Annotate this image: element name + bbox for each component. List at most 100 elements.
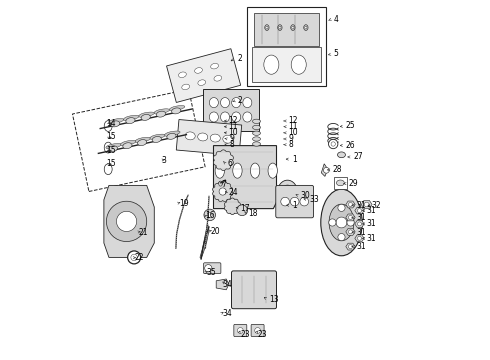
Circle shape bbox=[204, 209, 216, 221]
Circle shape bbox=[281, 197, 290, 206]
Ellipse shape bbox=[232, 98, 241, 108]
Polygon shape bbox=[123, 115, 139, 121]
Text: 34: 34 bbox=[222, 309, 232, 318]
Text: 31: 31 bbox=[367, 219, 376, 228]
Ellipse shape bbox=[264, 55, 279, 74]
Ellipse shape bbox=[329, 204, 354, 241]
Circle shape bbox=[358, 236, 362, 240]
Text: 22: 22 bbox=[134, 253, 144, 262]
Text: 11: 11 bbox=[228, 122, 238, 131]
Ellipse shape bbox=[278, 25, 282, 31]
Circle shape bbox=[205, 265, 212, 272]
Circle shape bbox=[219, 188, 226, 195]
Ellipse shape bbox=[252, 131, 261, 135]
Polygon shape bbox=[321, 164, 328, 176]
Text: 31: 31 bbox=[357, 201, 366, 210]
Polygon shape bbox=[73, 89, 205, 192]
Text: 31: 31 bbox=[357, 242, 366, 251]
Circle shape bbox=[255, 328, 261, 333]
Text: 33: 33 bbox=[310, 195, 319, 204]
Text: 9: 9 bbox=[229, 134, 234, 143]
Text: 19: 19 bbox=[179, 199, 188, 208]
Polygon shape bbox=[203, 89, 259, 131]
Ellipse shape bbox=[291, 25, 295, 31]
Circle shape bbox=[323, 167, 329, 173]
Text: 28: 28 bbox=[332, 165, 342, 174]
Polygon shape bbox=[165, 131, 180, 136]
Text: 23: 23 bbox=[240, 330, 250, 338]
Text: 2: 2 bbox=[237, 96, 242, 105]
FancyBboxPatch shape bbox=[276, 185, 314, 218]
Text: 17: 17 bbox=[241, 204, 250, 212]
Ellipse shape bbox=[265, 25, 269, 31]
Ellipse shape bbox=[321, 189, 362, 256]
Circle shape bbox=[207, 212, 212, 217]
Ellipse shape bbox=[305, 26, 307, 29]
Ellipse shape bbox=[104, 121, 112, 131]
Circle shape bbox=[328, 139, 338, 149]
Text: 15: 15 bbox=[106, 159, 116, 168]
Ellipse shape bbox=[232, 112, 241, 122]
Ellipse shape bbox=[214, 76, 221, 81]
Polygon shape bbox=[355, 207, 364, 214]
Text: 27: 27 bbox=[353, 153, 363, 161]
Polygon shape bbox=[111, 121, 120, 127]
Polygon shape bbox=[150, 134, 166, 140]
Text: 11: 11 bbox=[288, 122, 298, 131]
Ellipse shape bbox=[243, 98, 252, 108]
Ellipse shape bbox=[266, 26, 268, 29]
Polygon shape bbox=[214, 150, 233, 171]
Ellipse shape bbox=[198, 80, 206, 85]
Circle shape bbox=[336, 217, 347, 228]
Text: 16: 16 bbox=[205, 211, 215, 220]
FancyBboxPatch shape bbox=[251, 324, 264, 337]
Polygon shape bbox=[213, 181, 233, 202]
Text: 23: 23 bbox=[258, 330, 267, 338]
Circle shape bbox=[348, 245, 352, 248]
Polygon shape bbox=[135, 137, 151, 143]
Polygon shape bbox=[346, 243, 355, 250]
Bar bbox=[254, 13, 319, 46]
Polygon shape bbox=[167, 49, 241, 103]
Circle shape bbox=[131, 254, 137, 261]
Circle shape bbox=[117, 211, 137, 231]
Ellipse shape bbox=[268, 163, 277, 178]
Circle shape bbox=[358, 222, 362, 226]
Ellipse shape bbox=[279, 26, 281, 29]
Text: 32: 32 bbox=[372, 201, 381, 210]
Ellipse shape bbox=[252, 137, 261, 141]
Polygon shape bbox=[355, 220, 364, 228]
Polygon shape bbox=[152, 136, 161, 143]
Text: 9: 9 bbox=[288, 134, 293, 143]
Text: 34: 34 bbox=[222, 280, 232, 289]
Text: 24: 24 bbox=[228, 188, 238, 197]
Text: 5: 5 bbox=[333, 49, 338, 58]
Text: 29: 29 bbox=[349, 179, 358, 188]
Text: 25: 25 bbox=[346, 122, 355, 130]
Text: 18: 18 bbox=[248, 209, 258, 217]
Polygon shape bbox=[108, 118, 124, 124]
Text: 8: 8 bbox=[288, 140, 293, 149]
Circle shape bbox=[300, 197, 309, 206]
Circle shape bbox=[291, 197, 299, 206]
Polygon shape bbox=[104, 185, 154, 257]
Bar bbox=[252, 47, 320, 82]
Polygon shape bbox=[170, 105, 185, 111]
Text: 20: 20 bbox=[211, 227, 220, 236]
Polygon shape bbox=[121, 140, 136, 146]
Polygon shape bbox=[108, 146, 118, 152]
Polygon shape bbox=[126, 118, 135, 123]
Text: 12: 12 bbox=[228, 116, 238, 125]
Polygon shape bbox=[154, 109, 170, 114]
Ellipse shape bbox=[252, 119, 261, 123]
Polygon shape bbox=[224, 198, 241, 215]
Circle shape bbox=[237, 205, 247, 216]
Ellipse shape bbox=[277, 180, 297, 203]
Polygon shape bbox=[216, 279, 229, 290]
Ellipse shape bbox=[178, 72, 186, 77]
Ellipse shape bbox=[252, 142, 261, 146]
Ellipse shape bbox=[282, 185, 293, 199]
Text: 35: 35 bbox=[206, 269, 216, 277]
Text: 1: 1 bbox=[292, 201, 296, 210]
Text: 10: 10 bbox=[228, 129, 238, 137]
